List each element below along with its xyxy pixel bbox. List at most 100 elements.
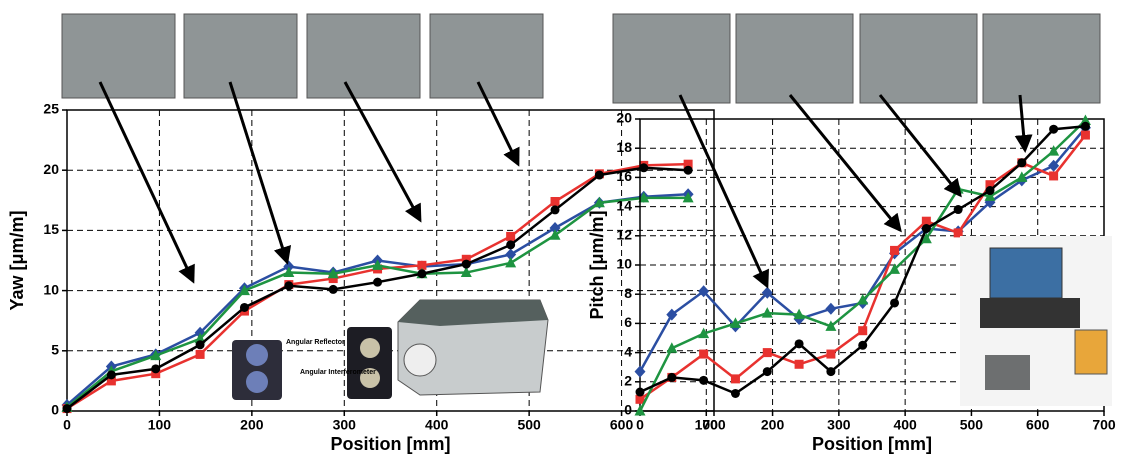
point <box>667 373 676 382</box>
y-tick-label: 10 <box>43 281 59 297</box>
arrow <box>230 82 287 262</box>
point <box>240 303 249 312</box>
point <box>890 298 899 307</box>
point <box>1017 158 1026 167</box>
point <box>825 303 836 315</box>
point <box>731 374 740 383</box>
y-tick-label: 2 <box>624 373 632 389</box>
point <box>858 341 867 350</box>
point <box>284 281 293 290</box>
photo <box>184 14 297 98</box>
y-tick-label: 10 <box>616 256 632 272</box>
y-tick-label: 20 <box>616 110 632 126</box>
laptop-screen <box>990 248 1062 298</box>
point <box>551 197 560 206</box>
point <box>329 285 338 294</box>
x-tick-label: 0 <box>63 417 71 433</box>
x-tick-label: 200 <box>761 417 785 433</box>
inset-label: Angular Interferometer <box>300 369 376 376</box>
photo <box>430 14 543 98</box>
arrow <box>880 95 960 195</box>
point <box>506 240 515 249</box>
point <box>699 350 708 359</box>
x-tick-label: 400 <box>425 417 449 433</box>
photo <box>983 14 1100 103</box>
x-tick-label: 600 <box>1026 417 1050 433</box>
photo <box>613 14 730 103</box>
photo <box>62 14 175 98</box>
laser-port <box>404 344 436 376</box>
point <box>763 367 772 376</box>
arrow <box>345 82 420 220</box>
inset-label: Angular Reflector <box>286 339 345 346</box>
point <box>795 339 804 348</box>
point <box>684 166 693 175</box>
point <box>506 232 515 241</box>
point <box>417 269 426 278</box>
y-tick-label: 0 <box>51 402 59 418</box>
y-tick-label: 6 <box>624 314 632 330</box>
point <box>1081 122 1090 131</box>
x-tick-label: 100 <box>695 417 719 433</box>
point <box>635 366 646 378</box>
point <box>373 278 382 287</box>
lens <box>246 344 268 366</box>
x-tick-label: 300 <box>333 417 357 433</box>
point <box>151 364 160 373</box>
x-tick-label: 100 <box>148 417 172 433</box>
point <box>858 326 867 335</box>
point <box>763 348 772 357</box>
point <box>731 389 740 398</box>
y-axis-label: Yaw [μm/m] <box>7 210 27 310</box>
point <box>196 350 205 359</box>
x-tick-label: 500 <box>517 417 541 433</box>
point <box>985 186 994 195</box>
point <box>699 376 708 385</box>
plots: 01002003004005006007000510152025Position… <box>7 101 1116 454</box>
point <box>505 257 516 268</box>
controller <box>1075 330 1107 374</box>
y-tick-label: 18 <box>616 139 632 155</box>
sensor <box>985 355 1030 390</box>
point <box>63 404 72 413</box>
interferometer <box>347 327 392 399</box>
y-tick-label: 20 <box>43 161 59 177</box>
y-tick-label: 12 <box>616 227 632 243</box>
x-tick-label: 700 <box>1092 417 1116 433</box>
y-tick-label: 4 <box>624 343 632 359</box>
y-tick-label: 16 <box>616 168 632 184</box>
point <box>826 350 835 359</box>
point <box>826 367 835 376</box>
y-tick-label: 5 <box>51 342 59 358</box>
y-tick-label: 14 <box>616 197 632 213</box>
figure: 01002003004005006007000510152025Position… <box>0 0 1123 468</box>
point <box>795 360 804 369</box>
lens <box>360 338 380 358</box>
point <box>595 171 604 180</box>
point <box>196 340 205 349</box>
arrow <box>100 82 193 281</box>
point <box>890 246 899 255</box>
laptop-base <box>980 298 1080 328</box>
photo <box>736 14 853 103</box>
y-axis-label: Pitch [μm/m] <box>587 210 607 319</box>
arrows <box>100 82 1025 286</box>
y-tick-label: 15 <box>43 221 59 237</box>
x-tick-label: 600 <box>610 417 634 433</box>
y-tick-label: 25 <box>43 101 59 117</box>
point <box>107 370 116 379</box>
x-tick-label: 0 <box>636 417 644 433</box>
point <box>1049 171 1058 180</box>
point <box>922 224 931 233</box>
point <box>1049 125 1058 134</box>
arrow <box>680 95 767 286</box>
y-tick-label: 0 <box>624 402 632 418</box>
point <box>462 260 471 269</box>
lens <box>246 371 268 393</box>
photo <box>307 14 420 98</box>
point <box>954 205 963 214</box>
photo <box>860 14 977 103</box>
point <box>636 388 645 397</box>
x-tick-label: 300 <box>827 417 851 433</box>
x-tick-label: 400 <box>893 417 917 433</box>
